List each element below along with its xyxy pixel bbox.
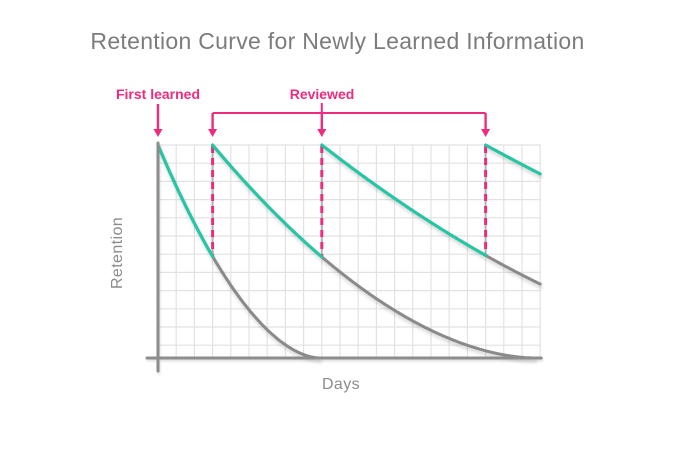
annotation-layer [153, 103, 491, 137]
reviewed-arrow [481, 113, 491, 137]
axes-layer [145, 141, 543, 373]
arrow-down-icon [317, 129, 327, 137]
first-learned-arrow [153, 104, 163, 137]
x-axis-label: Days [321, 376, 361, 393]
arrow-down-icon [153, 129, 163, 137]
retention-curve-teal [211, 143, 324, 259]
grid-layer [158, 144, 541, 358]
reviewed-label: Reviewed [289, 86, 355, 102]
reviewed-arrow [208, 113, 218, 137]
review-markers-layer [211, 146, 488, 257]
reviewed-arrow [317, 113, 327, 137]
retention-curve-teal [484, 143, 542, 176]
arrow-down-icon [208, 129, 218, 137]
curves-layer [156, 143, 542, 360]
forgetting-curve-gray [320, 255, 537, 360]
arrow-down-icon [481, 129, 491, 137]
retention-curve-teal [156, 143, 215, 258]
forgetting-curve-gray [484, 253, 542, 286]
forgetting-curve-gray [211, 254, 322, 360]
chart-title: Retention Curve for Newly Learned Inform… [90, 28, 585, 54]
first-learned-label: First learned [115, 86, 201, 102]
retention-curve-teal [320, 143, 488, 257]
